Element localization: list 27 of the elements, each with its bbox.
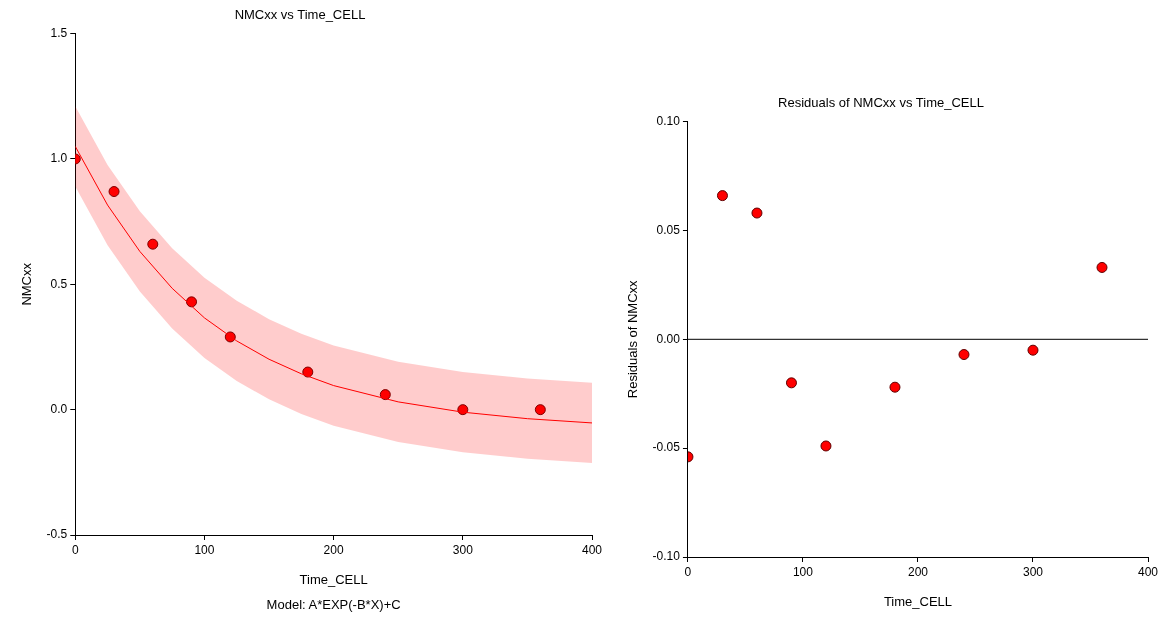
- x-tick-label: 400: [581, 542, 603, 557]
- x-tick-label: 0: [684, 564, 692, 579]
- x-tick-label: 200: [323, 542, 344, 557]
- x-tick-label: 300: [452, 542, 474, 557]
- x-axis-title: Time_CELL: [883, 593, 953, 609]
- y-tick-label: -0.05: [652, 440, 681, 455]
- x-axis-title: Time_CELL: [299, 571, 368, 587]
- y-tick-label: 1.0: [50, 151, 68, 166]
- y-tick-label: 0.00: [656, 331, 681, 346]
- y-tick-label: -0.10: [652, 549, 681, 564]
- x-tick-label: 100: [792, 564, 814, 579]
- x-tick-label: 100: [194, 542, 215, 557]
- chart-title: Residuals of NMCxx vs Time_CELL: [778, 95, 984, 111]
- x-tick-label: 400: [1137, 564, 1159, 579]
- y-axis-title: NMCxx: [19, 262, 35, 306]
- y-tick-label: -0.5: [46, 527, 68, 542]
- x-tick-label: 200: [907, 564, 929, 579]
- y-tick-label: 0.05: [656, 222, 681, 237]
- text: Model: A*EXP(-B*X)+C: [266, 597, 401, 613]
- x-tick-label: 0: [71, 542, 79, 557]
- y-tick-label: 0.5: [50, 276, 68, 291]
- x-tick-label: 300: [1022, 564, 1044, 579]
- y-tick-label: 0.10: [656, 113, 681, 128]
- y-axis-title: Residuals of NMCxx: [625, 279, 641, 399]
- y-tick-label: 0.0: [50, 401, 68, 416]
- chart-title: NMCxx vs Time_CELL: [234, 7, 366, 23]
- y-tick-label: 1.5: [50, 25, 68, 40]
